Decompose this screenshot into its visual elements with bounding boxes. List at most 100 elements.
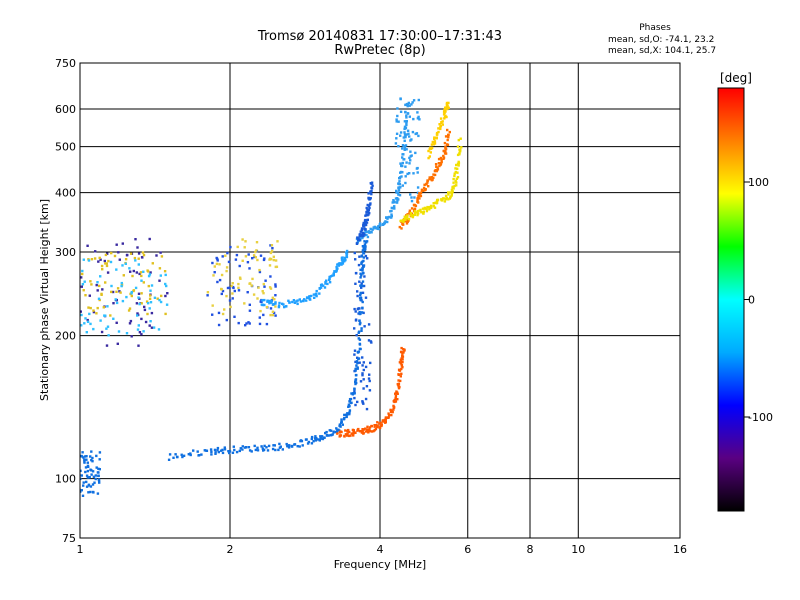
data-point bbox=[268, 258, 271, 261]
data-point bbox=[93, 481, 96, 484]
data-point bbox=[121, 299, 125, 303]
data-point bbox=[405, 161, 408, 164]
data-point bbox=[433, 136, 436, 139]
data-point bbox=[369, 430, 372, 433]
data-point bbox=[362, 271, 365, 275]
data-point bbox=[450, 192, 453, 196]
data-point bbox=[110, 284, 113, 288]
data-point bbox=[406, 172, 409, 176]
data-point bbox=[245, 446, 248, 449]
data-point bbox=[402, 158, 405, 161]
data-point bbox=[97, 467, 100, 470]
data-point bbox=[358, 238, 361, 242]
data-point bbox=[399, 358, 402, 362]
data-point bbox=[86, 244, 89, 247]
data-point bbox=[115, 290, 118, 293]
data-point bbox=[81, 494, 85, 497]
data-point bbox=[336, 263, 339, 266]
data-point bbox=[146, 302, 150, 305]
data-point bbox=[141, 256, 144, 259]
data-point bbox=[99, 319, 102, 322]
data-point bbox=[399, 110, 403, 113]
data-point bbox=[342, 258, 345, 262]
data-point bbox=[367, 213, 370, 216]
data-point bbox=[369, 361, 372, 365]
data-point bbox=[384, 421, 387, 424]
data-point bbox=[112, 317, 115, 320]
data-point bbox=[299, 439, 302, 443]
data-point bbox=[390, 213, 393, 216]
data-point bbox=[448, 130, 451, 134]
data-point bbox=[406, 104, 409, 108]
data-point bbox=[146, 270, 150, 273]
data-point bbox=[86, 469, 90, 473]
data-point bbox=[263, 303, 266, 307]
data-point bbox=[277, 304, 281, 307]
data-point bbox=[354, 310, 357, 313]
data-point bbox=[80, 489, 83, 492]
data-point bbox=[443, 149, 446, 153]
data-point bbox=[396, 197, 399, 200]
data-point bbox=[148, 237, 151, 241]
data-point bbox=[416, 199, 419, 202]
data-point bbox=[400, 175, 403, 178]
data-point bbox=[310, 435, 314, 439]
data-point bbox=[328, 429, 331, 432]
data-point bbox=[271, 310, 275, 313]
data-point bbox=[137, 252, 141, 255]
data-point bbox=[140, 279, 143, 282]
data-point bbox=[89, 490, 92, 494]
data-point bbox=[366, 218, 369, 221]
data-point bbox=[101, 288, 104, 291]
data-point bbox=[98, 481, 101, 484]
data-point bbox=[287, 299, 290, 302]
data-point bbox=[239, 447, 242, 450]
data-point bbox=[233, 315, 236, 318]
data-point bbox=[104, 253, 108, 257]
data-point bbox=[445, 196, 448, 200]
data-point bbox=[94, 474, 97, 477]
data-point bbox=[361, 236, 364, 240]
data-point bbox=[119, 291, 122, 294]
data-point bbox=[136, 312, 139, 315]
data-point bbox=[456, 171, 459, 174]
data-point bbox=[426, 205, 429, 209]
data-point bbox=[341, 260, 344, 264]
data-point bbox=[362, 256, 366, 259]
data-point bbox=[228, 286, 231, 289]
data-point bbox=[90, 283, 93, 286]
data-point bbox=[367, 196, 370, 200]
data-point bbox=[315, 289, 318, 293]
data-point bbox=[149, 289, 152, 292]
data-point bbox=[137, 344, 140, 347]
data-point bbox=[433, 206, 437, 209]
data-point bbox=[404, 181, 407, 185]
data-point bbox=[456, 167, 459, 170]
data-point bbox=[397, 189, 401, 192]
data-point bbox=[436, 132, 439, 135]
data-point bbox=[137, 292, 141, 295]
data-point bbox=[168, 453, 172, 456]
data-point bbox=[233, 289, 236, 293]
data-point bbox=[350, 432, 353, 435]
data-point bbox=[427, 185, 430, 188]
data-point bbox=[306, 296, 309, 299]
data-point bbox=[361, 300, 364, 304]
data-point bbox=[88, 312, 91, 316]
data-point bbox=[220, 288, 223, 291]
data-point bbox=[382, 419, 385, 422]
x-tick-label: 6 bbox=[464, 543, 471, 556]
data-point bbox=[397, 382, 401, 385]
data-point bbox=[356, 236, 359, 239]
data-point bbox=[357, 263, 361, 267]
data-point bbox=[428, 155, 431, 158]
data-point bbox=[126, 253, 129, 257]
data-point bbox=[349, 434, 352, 437]
data-point bbox=[143, 308, 147, 312]
data-point bbox=[269, 307, 273, 310]
data-point bbox=[288, 444, 291, 447]
data-point bbox=[390, 214, 393, 218]
data-point bbox=[279, 445, 282, 448]
data-point bbox=[229, 245, 232, 249]
data-point bbox=[360, 327, 363, 330]
